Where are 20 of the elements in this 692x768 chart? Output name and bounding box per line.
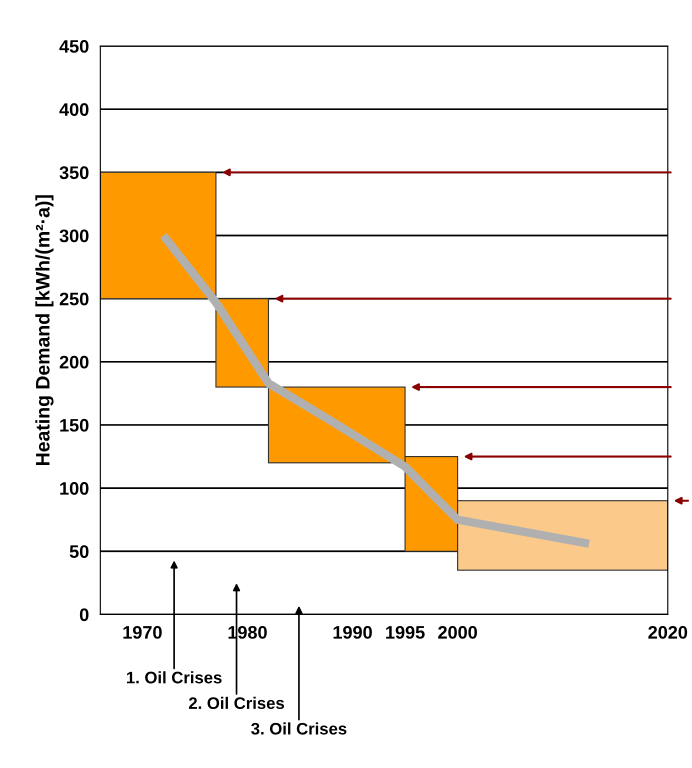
x-tick-label: 2020: [648, 626, 688, 639]
y-tick-label: 0: [80, 608, 88, 622]
y-tick-label: 400: [59, 103, 88, 116]
x-tick-label: 2000: [438, 626, 477, 639]
y-tick-label: 300: [60, 229, 88, 242]
y-tick-label: 250: [60, 292, 88, 306]
text: 3. Oil Crises: [251, 722, 346, 735]
y-tick-label: 100: [60, 482, 88, 495]
bar: [100, 172, 216, 300]
y-tick-label: 450: [59, 40, 88, 53]
y-axis-title: Heating Demand [kWh/(m²·a)]: [35, 195, 54, 466]
x-tick-label: 1970: [123, 626, 162, 639]
y-tick-label: 150: [60, 418, 88, 432]
y-tick-label: 200: [60, 356, 88, 369]
text: 2. Oil Crises: [188, 696, 284, 710]
y-tick-label: 50: [70, 545, 88, 558]
text: 1. Oil Crises: [126, 671, 222, 684]
y-tick-label: 350: [60, 166, 88, 180]
x-tick-label: 1990: [334, 626, 372, 639]
x-tick-label: 1995: [386, 626, 425, 639]
